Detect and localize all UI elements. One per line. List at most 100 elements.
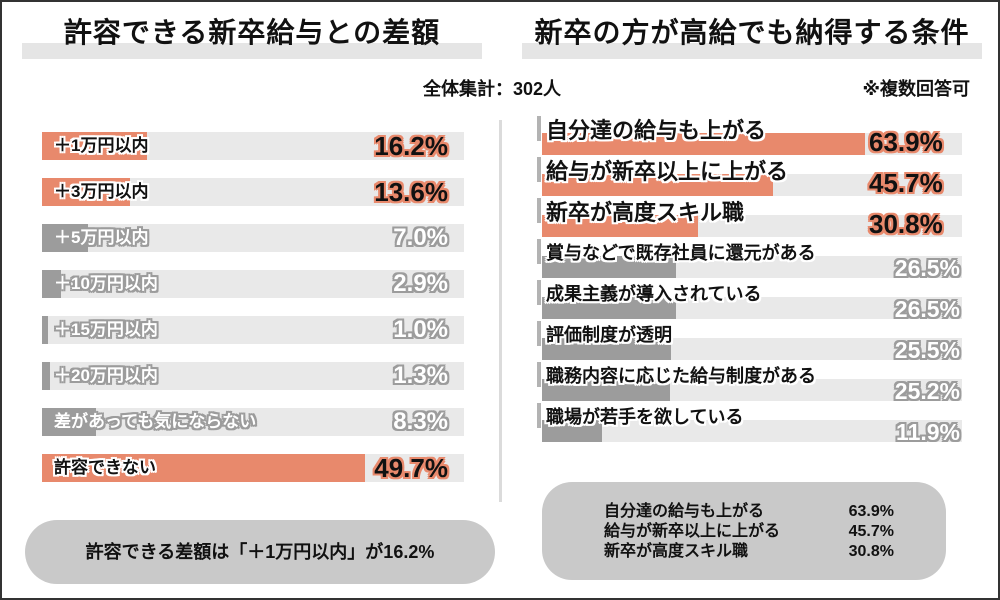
- bar-category-label: 成果主義が導入されている: [546, 284, 762, 304]
- bar-value-label: 13.6%: [374, 177, 448, 207]
- summary-row-value: 63.9%: [848, 503, 894, 520]
- category-tick: [537, 280, 541, 305]
- left-chart-title-block: 許容できる新卒給与との差額: [22, 10, 482, 62]
- bar-fill: [542, 256, 676, 278]
- bar-category-label: ＋3万円以内: [54, 182, 149, 201]
- bar-value-label: 11.9%: [896, 419, 960, 445]
- bar-category-label: 新卒が高度スキル職: [546, 200, 745, 225]
- bar-track: [42, 132, 464, 160]
- left-bar-row: ＋1万円以内 16.2%: [42, 132, 464, 160]
- bar-category-label: 賞与などで既存社員に還元がある: [546, 243, 816, 263]
- category-tick: [537, 403, 541, 428]
- category-tick: [537, 198, 541, 223]
- bar-track: [42, 408, 464, 436]
- left-bar-row: ＋3万円以内 13.6%: [42, 178, 464, 206]
- bar-track: [542, 133, 962, 155]
- bar-track: [542, 174, 962, 196]
- bar-category-label: 差があっても気にならない: [54, 412, 257, 431]
- bar-track: [42, 224, 464, 252]
- bar-track: [42, 178, 464, 206]
- right-bar-chart: 自分達の給与も上がる 63.9% 給与が新卒以上に上がる 45.7% 新卒が高度スキル職…: [537, 115, 962, 445]
- right-bar-row: 成果主義が導入されている 26.5%: [537, 279, 962, 322]
- bar-track: [542, 215, 962, 237]
- bar-value-label: 16.2%: [374, 131, 448, 161]
- bar-category-label: ＋5万円以内: [54, 228, 149, 247]
- bar-fill: [42, 178, 131, 206]
- right-bar-row: 新卒が高度スキル職 30.8%: [537, 197, 962, 239]
- bar-value-label: 49.7%: [374, 453, 448, 483]
- bar-fill: [542, 379, 670, 401]
- bar-fill: [542, 133, 866, 155]
- bar-category-label: 給与が新卒以上に上がる: [546, 159, 789, 184]
- bar-category-label: 職務内容に応じた給与制度がある: [546, 366, 816, 386]
- bar-fill: [42, 408, 97, 436]
- summary-row-value: 30.8%: [848, 543, 894, 560]
- category-tick: [537, 116, 541, 141]
- bar-value-label: 1.0%: [393, 316, 448, 343]
- right-bar-row: 評価制度が透明 25.5%: [537, 320, 962, 363]
- bar-category-label: 評価制度が透明: [546, 325, 672, 345]
- left-summary-text: 許容できる差額は「＋1万円以内」が16.2%: [85, 542, 435, 562]
- bar-category-label: 許容できない: [54, 458, 156, 477]
- bar-value-label: 2.9%: [393, 270, 448, 297]
- bar-category-label: 自分達の給与も上がる: [546, 118, 767, 143]
- bar-fill: [542, 420, 603, 442]
- right-bar-row: 自分達の給与も上がる 63.9%: [537, 115, 962, 157]
- bar-fill: [42, 270, 61, 298]
- left-bar-row: ＋20万円以内 1.3%: [42, 362, 464, 390]
- bar-track: [542, 338, 962, 360]
- summary-row-value: 45.7%: [848, 523, 894, 540]
- multiple-answers-note: ※複数回答可: [862, 79, 971, 99]
- bar-value-label: 1.3%: [393, 362, 448, 389]
- left-bar-row: 差があっても気にならない 8.3%: [42, 408, 464, 436]
- left-title-highlight: [22, 43, 482, 59]
- bar-track: [42, 270, 464, 298]
- summary-row-label: 新卒が高度スキル職: [604, 543, 749, 560]
- right-bar-row: 職務内容に応じた給与制度がある 25.2%: [537, 361, 962, 404]
- bar-category-label: ＋1万円以内: [54, 136, 149, 155]
- bar-track: [542, 379, 962, 401]
- left-bar-row: ＋5万円以内 7.0%: [42, 224, 464, 252]
- left-bar-chart: ＋1万円以内 16.2% ＋3万円以内 13.6% ＋5万円以内 7.0% ＋10万円以内 2…: [42, 132, 464, 482]
- bar-value-label: 8.3%: [393, 408, 448, 435]
- bar-track: [42, 454, 464, 482]
- right-bar-row: 賞与などで既存社員に還元がある 26.5%: [537, 238, 962, 281]
- bar-fill: [542, 174, 774, 196]
- bar-fill: [42, 454, 365, 482]
- right-bar-row: 給与が新卒以上に上がる 45.7%: [537, 156, 962, 198]
- category-tick: [537, 239, 541, 264]
- summary-row: 自分達の給与も上がる 63.9%: [604, 502, 894, 522]
- bar-value-label: 7.0%: [393, 224, 448, 251]
- right-title-highlight: [522, 43, 982, 59]
- left-summary-box: 許容できる差額は「＋1万円以内」が16.2%: [25, 520, 495, 584]
- bar-track: [42, 316, 464, 344]
- bar-fill: [42, 362, 51, 390]
- left-bar-row: 許容できない 49.7%: [42, 454, 464, 482]
- bar-fill: [542, 215, 698, 237]
- bar-value-label: 25.2%: [894, 378, 960, 404]
- right-chart-title: 新卒の方が高給でも納得する条件: [534, 17, 970, 48]
- category-tick: [537, 321, 541, 346]
- bar-track: [42, 362, 464, 390]
- bar-value-label: 63.9%: [869, 127, 943, 157]
- bar-fill: [542, 338, 671, 360]
- bar-category-label: ＋20万円以内: [54, 366, 158, 385]
- right-summary-box: 自分達の給与も上がる 63.9% 給与が新卒以上に上がる 45.7% 新卒が高度…: [542, 482, 946, 580]
- left-chart-title: 許容できる新卒給与との差額: [63, 17, 441, 48]
- bar-fill: [42, 316, 49, 344]
- right-chart-title-block: 新卒の方が高給でも納得する条件: [522, 10, 982, 62]
- bar-category-label: ＋15万円以内: [54, 320, 158, 339]
- summary-row: 給与が新卒以上に上がる 45.7%: [604, 522, 894, 542]
- category-tick: [537, 362, 541, 387]
- bar-value-label: 45.7%: [869, 168, 943, 198]
- bar-value-label: 30.8%: [869, 209, 943, 239]
- bar-track: [542, 297, 962, 319]
- category-tick: [537, 157, 541, 182]
- bar-fill: [542, 297, 676, 319]
- bar-value-label: 26.5%: [894, 296, 960, 322]
- bar-fill: [42, 224, 88, 252]
- sample-size-label: 全体集計：302人: [422, 79, 562, 99]
- bar-category-label: 職場が若手を欲している: [546, 407, 744, 427]
- left-bar-row: ＋10万円以内 2.9%: [42, 270, 464, 298]
